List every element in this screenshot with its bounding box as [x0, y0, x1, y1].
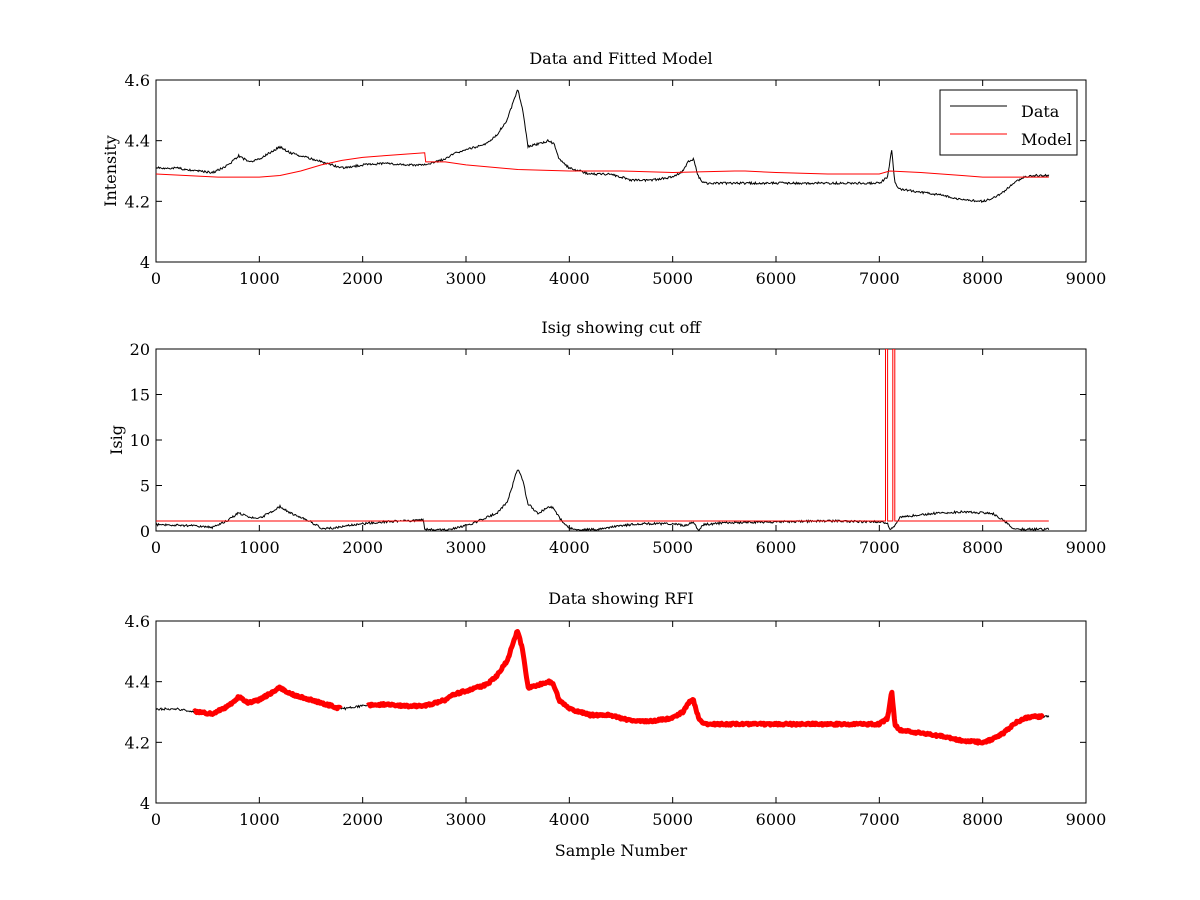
series-line-cutoff — [156, 349, 1049, 522]
chart-title: Isig showing cut off — [541, 318, 702, 337]
series-line-model — [156, 152, 1049, 178]
tick-layer: 0 1000 2000 3000 4000 5000 6000 7000 8000 9000 0 5 1… — [130, 340, 1107, 557]
y-axis-label: Intensity — [101, 135, 120, 207]
x-axis-label: Sample Number — [555, 841, 688, 860]
y-tick-label: 4.2 — [125, 733, 150, 752]
x-tick-label: 4000 — [549, 538, 590, 557]
x-tick-label: 6000 — [756, 269, 797, 288]
panel-rfi: 0 1000 2000 3000 4000 5000 6000 7000 8000 9000 4 4.… — [125, 589, 1107, 860]
tick-layer: 0 1000 2000 3000 4000 5000 6000 7000 8000 9000 4 4.… — [125, 71, 1107, 288]
x-tick-label: 8000 — [962, 269, 1003, 288]
x-tick-label: 7000 — [859, 810, 900, 829]
tick-layer: 0 1000 2000 3000 4000 5000 6000 7000 8000 9000 4 4.… — [125, 612, 1107, 829]
x-tick-label: 8000 — [962, 810, 1003, 829]
y-tick-label: 4.2 — [125, 192, 150, 211]
y-tick-label: 4 — [140, 794, 150, 813]
series-layer — [156, 349, 1050, 531]
series-line-rfi — [366, 629, 1045, 746]
plot-area-frame — [155, 348, 1087, 532]
y-tick-label: 5 — [140, 477, 150, 496]
series-line-data — [156, 89, 1050, 204]
y-tick-label: 4.6 — [125, 71, 150, 90]
x-tick-label: 9000 — [1066, 538, 1107, 557]
x-tick-label: 2000 — [342, 269, 383, 288]
panel-data-and-model: 0 1000 2000 3000 4000 5000 6000 7000 8000 9000 4 4.… — [101, 49, 1106, 288]
series-line-rfi — [192, 684, 343, 717]
panel-isig: 0 1000 2000 3000 4000 5000 6000 7000 8000 9000 0 5 1… — [107, 318, 1106, 557]
chart-title: Data showing RFI — [548, 589, 693, 608]
x-tick-label: 9000 — [1066, 810, 1107, 829]
x-tick-label: 7000 — [859, 538, 900, 557]
x-tick-label: 1000 — [239, 810, 280, 829]
chart-title: Data and Fitted Model — [529, 49, 712, 68]
x-tick-label: 4000 — [549, 269, 590, 288]
x-tick-label: 0 — [151, 269, 161, 288]
x-tick-label: 3000 — [446, 538, 487, 557]
x-tick-label: 1000 — [239, 269, 280, 288]
y-tick-label: 4.4 — [125, 673, 150, 692]
y-tick-label: 0 — [140, 522, 150, 541]
x-tick-label: 5000 — [652, 269, 693, 288]
x-tick-label: 0 — [151, 810, 161, 829]
x-tick-label: 8000 — [962, 538, 1003, 557]
x-tick-label: 3000 — [446, 269, 487, 288]
x-tick-label: 0 — [151, 538, 161, 557]
series-layer — [156, 629, 1050, 746]
series-layer — [156, 89, 1050, 204]
y-tick-label: 4 — [140, 253, 150, 272]
legend-label-data: Data — [1021, 102, 1060, 121]
x-tick-label: 6000 — [756, 538, 797, 557]
y-tick-label: 20 — [130, 340, 150, 359]
y-tick-label: 4.6 — [125, 612, 150, 631]
x-tick-label: 5000 — [652, 538, 693, 557]
x-tick-label: 4000 — [549, 810, 590, 829]
x-tick-label: 9000 — [1066, 269, 1107, 288]
y-axis-label: Isig — [107, 425, 126, 455]
legend-label-model: Model — [1021, 130, 1072, 149]
plot-area-frame — [155, 620, 1087, 804]
x-tick-label: 2000 — [342, 538, 383, 557]
x-tick-label: 5000 — [652, 810, 693, 829]
y-tick-label: 15 — [130, 386, 150, 405]
series-line-data — [156, 469, 1050, 531]
x-tick-label: 7000 — [859, 269, 900, 288]
x-tick-label: 6000 — [756, 810, 797, 829]
legend: Data Model — [939, 89, 1078, 156]
x-tick-label: 2000 — [342, 810, 383, 829]
legend-box — [939, 89, 1078, 156]
x-tick-label: 3000 — [446, 810, 487, 829]
x-tick-label: 1000 — [239, 538, 280, 557]
y-tick-label: 4.4 — [125, 132, 150, 151]
y-tick-label: 10 — [130, 431, 150, 450]
